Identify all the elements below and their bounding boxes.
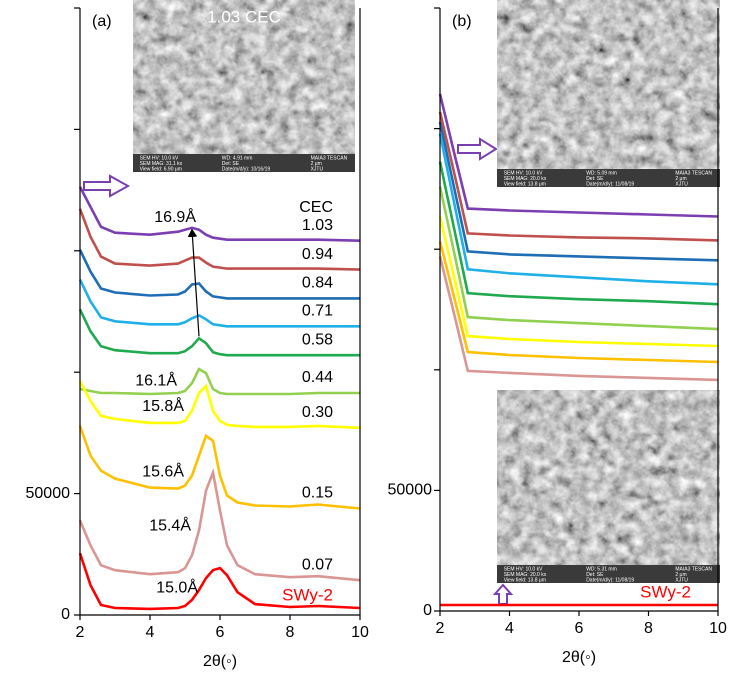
shift-arrow [187,228,200,337]
panel-label: (b) [452,13,472,30]
sem-caption: XJTU [675,181,688,187]
x-tick-label: 4 [146,624,155,641]
series-line [78,425,361,510]
series-label: SWy-2 [640,583,691,602]
sem-caption: Det: SE [586,176,604,182]
sem-caption: MAIA3 TESCAN [311,155,348,161]
sem-caption: MAIA3 TESCAN [675,170,712,176]
series-label: 0.71 [302,303,333,320]
series-line [78,552,361,611]
x-tick-label: 6 [216,624,225,641]
series-line [438,111,719,242]
y-tick-label: 50000 [26,485,71,502]
sem-caption: View field: 13.8 μm [504,577,546,583]
panel-label: (a) [92,13,112,30]
x-axis-label: 2θ(◦) [203,653,237,670]
sem-caption: SEM HV: 10.0 kV [504,170,543,176]
x-tick-label: 4 [505,620,514,637]
series-line [78,380,361,430]
x-tick-label: 10 [351,624,369,641]
y-tick-label: 0 [423,602,432,619]
x-tick-label: 10 [709,620,727,637]
y-tick-label: 0 [61,606,70,623]
sem-caption: Det: SE [586,572,604,578]
inset-arrow [457,137,498,161]
inset-arrow [83,174,131,198]
d-spacing-label: 15.0Å [156,577,198,596]
series-line [78,308,360,357]
sem-caption: MAIA3 TESCAN [675,566,712,572]
series-line [78,208,361,271]
sem-caption: SEM MAG: 20.0 kx [504,176,547,182]
series-line [438,161,719,306]
series-line [438,93,719,218]
series-line [438,241,719,364]
sem-image [497,0,720,187]
series-line [78,186,361,242]
sem-caption: 2 μm [311,161,322,167]
inset-arrow [492,583,514,605]
sem-caption: XJTU [675,577,688,583]
sem-image [497,390,720,583]
d-spacing-label: 16.9Å [154,207,196,226]
d-spacing-label: 15.4Å [149,516,191,535]
sem-caption: 2 μm [675,176,686,182]
series-line [438,121,719,262]
sem-caption: WD: 5.31 mm [586,566,617,572]
series-line [438,186,719,331]
sem-caption-bar [133,154,355,172]
x-tick-label: 6 [575,620,584,637]
series-label: 0.84 [302,275,333,292]
series-line [78,467,361,582]
x-axis-label: 2θ(◦) [562,649,596,666]
series-label: SWy-2 [282,585,333,604]
series-label: 1.03 [302,217,333,234]
series-line [78,278,360,328]
sem-caption: View field: 13.8 μm [504,181,546,187]
sem-caption: Date(m/d/y): 10/16/19 [222,166,271,172]
d-spacing-label: 15.6Å [142,461,184,480]
sem-caption: 2 μm [675,572,686,578]
image-title: 1.03 CEC [207,7,281,26]
sem-caption: WD: 5.09 mm [586,170,617,176]
x-tick-label: 8 [644,620,653,637]
series-line [78,249,360,300]
sem-caption: SEM HV: 10.0 kV [504,566,543,572]
sem-caption: View field: 6.90 μm [140,166,182,172]
sem-caption-bar [497,565,720,583]
x-tick-label: 8 [286,624,295,641]
sem-caption: XJTU [311,166,324,172]
series-line [438,216,719,348]
sem-caption: SEM MAG: 31.1 kx [140,161,183,167]
series-label: 0.30 [302,404,333,421]
series-label: 0.44 [302,369,333,386]
d-spacing-label: 16.1Å [135,370,177,389]
d-spacing-label: 15.8Å [142,396,184,415]
series-line [438,256,719,382]
x-tick-label: 2 [76,624,85,641]
sem-caption: SEM HV: 10.0 kV [140,155,179,161]
sem-caption: WD: 4.91 mm [222,155,253,161]
series-label: 0.94 [302,246,333,263]
y-tick-label: 50000 [388,482,433,499]
sem-caption: Date(m/d/y): 11/08/19 [586,181,634,187]
series-line [79,367,360,396]
sem-caption: SEM MAG: 20.0 kx [504,572,547,578]
sem-image [133,0,355,172]
series-label: 0.07 [302,556,333,573]
series-label: 0.58 [302,331,333,348]
series-label: 0.15 [302,485,333,502]
series-line [438,133,719,286]
sem-caption: Det: SE [222,161,240,167]
legend-title: CEC [299,199,333,216]
sem-caption: Date(m/d/y): 11/08/19 [586,577,634,583]
x-tick-label: 2 [436,620,445,637]
sem-caption-bar [497,169,720,187]
